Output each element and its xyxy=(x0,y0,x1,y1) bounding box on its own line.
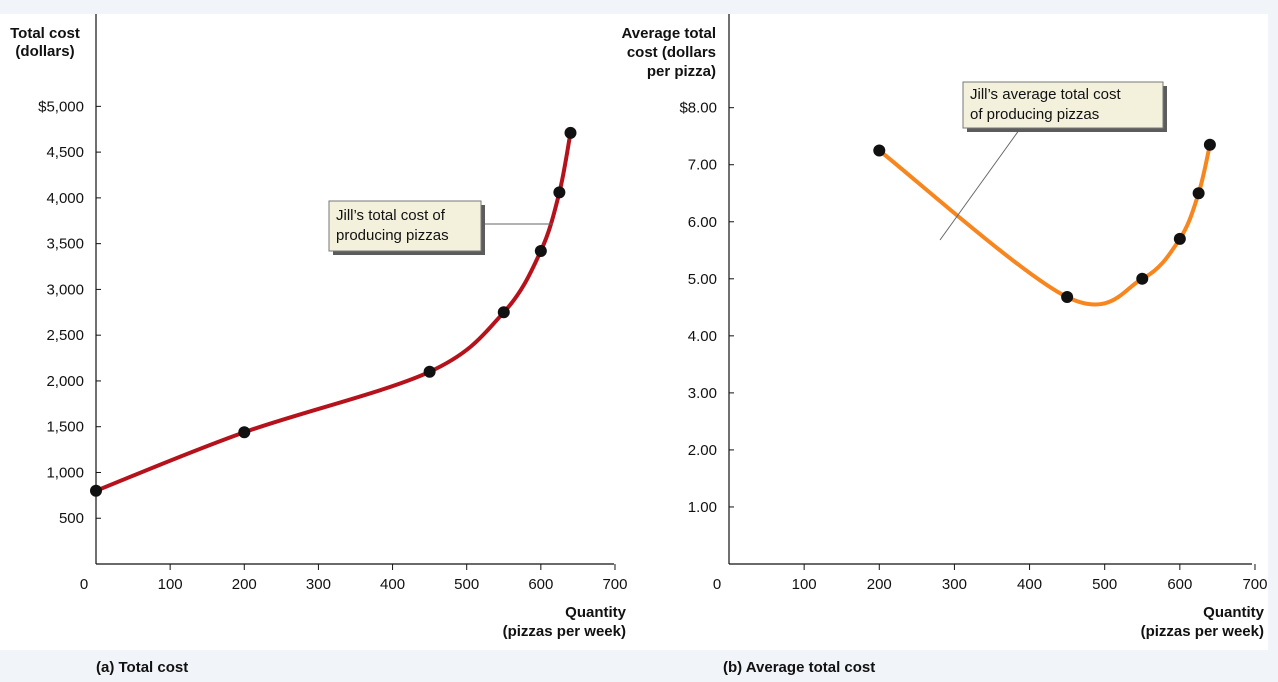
y-tick-label: 4.00 xyxy=(688,328,717,345)
y-tick-label: 1.00 xyxy=(688,499,717,516)
x-tick-label: 600 xyxy=(1167,576,1192,593)
panel-a-plot-background xyxy=(0,14,640,650)
panel-b-callout-line-2: of producing pizzas xyxy=(970,106,1099,123)
x-tick-label: 0 xyxy=(713,576,721,593)
x-tick-label: 200 xyxy=(867,576,892,593)
panel-b-xlabel-line-1: Quantity xyxy=(1203,604,1264,621)
data-point xyxy=(1061,291,1074,304)
y-tick-label: 2.00 xyxy=(688,442,717,459)
data-point xyxy=(553,186,566,199)
data-point xyxy=(534,244,547,257)
y-tick-label: 3,000 xyxy=(46,281,84,298)
x-tick-label: 700 xyxy=(602,576,627,593)
total-cost-curve xyxy=(94,130,573,493)
data-point xyxy=(873,144,886,157)
panel-a-ylabel-line-2: (dollars) xyxy=(15,43,74,60)
y-tick-label: 500 xyxy=(59,510,84,527)
panel-average-total-cost: Average total cost (dollars per pizza) 1… xyxy=(622,14,1268,676)
x-tick-label: 600 xyxy=(528,576,553,593)
panel-b-ylabel-line-3: per pizza) xyxy=(647,63,716,80)
x-tick-label: 700 xyxy=(1242,576,1267,593)
data-point xyxy=(1136,272,1149,285)
data-point xyxy=(423,365,436,378)
x-tick-label: 400 xyxy=(1017,576,1042,593)
data-point xyxy=(238,426,251,439)
panel-b-callout-leader xyxy=(939,125,1023,241)
y-tick-label: 7.00 xyxy=(688,157,717,174)
x-tick-label: 300 xyxy=(942,576,967,593)
panel-b-xlabel-line-2: (pizzas per week) xyxy=(1141,623,1264,640)
y-tick-label: 4,500 xyxy=(46,144,84,161)
panel-b-ylabel-line-1: Average total xyxy=(622,25,716,42)
panel-b-ylabel-line-2: cost (dollars xyxy=(627,44,716,61)
panel-a-callout-box xyxy=(328,200,482,252)
x-tick-label: 200 xyxy=(232,576,257,593)
y-tick-label: 3,500 xyxy=(46,236,84,253)
data-point xyxy=(1192,187,1205,200)
data-point xyxy=(1203,138,1216,151)
y-tick-label: 5.00 xyxy=(688,271,717,288)
x-tick-label: 100 xyxy=(792,576,817,593)
panel-a-xlabel-line-2: (pizzas per week) xyxy=(503,623,626,640)
panel-a-callout-line-1: Jill’s total cost of xyxy=(336,207,446,224)
y-tick-label: 1,000 xyxy=(46,464,84,481)
y-tick-label: $8.00 xyxy=(679,100,717,117)
x-tick-label: 400 xyxy=(380,576,405,593)
panel-b-callout-box xyxy=(962,81,1164,129)
panel-a-callout-line-2: producing pizzas xyxy=(336,227,449,244)
panel-b-caption: (b) Average total cost xyxy=(723,659,875,676)
panel-b-plot-background xyxy=(640,14,1268,650)
y-tick-label: 4,000 xyxy=(46,190,84,207)
panel-a-ylabel-line-1: Total cost xyxy=(10,25,80,42)
x-tick-label: 0 xyxy=(80,576,88,593)
y-tick-label: 2,500 xyxy=(46,327,84,344)
y-tick-label: 6.00 xyxy=(688,214,717,231)
panel-a-xlabel-line-1: Quantity xyxy=(565,604,626,621)
y-tick-label: 1,500 xyxy=(46,419,84,436)
panel-a-caption: (a) Total cost xyxy=(96,659,188,676)
x-tick-label: 300 xyxy=(306,576,331,593)
data-point xyxy=(1173,232,1186,245)
data-point xyxy=(90,484,102,497)
y-tick-label: 3.00 xyxy=(688,385,717,402)
panel-b-callout-line-1: Jill’s average total cost xyxy=(970,86,1121,103)
y-tick-label: 2,000 xyxy=(46,373,84,390)
data-point xyxy=(564,126,577,139)
x-tick-label: 500 xyxy=(1092,576,1117,593)
y-tick-label: $5,000 xyxy=(38,98,84,115)
x-tick-label: 100 xyxy=(158,576,183,593)
data-point xyxy=(497,306,510,319)
panel-total-cost: Total cost (dollars) 500 1,000 1,500 2,000 2… xyxy=(0,14,640,676)
x-tick-label: 500 xyxy=(454,576,479,593)
